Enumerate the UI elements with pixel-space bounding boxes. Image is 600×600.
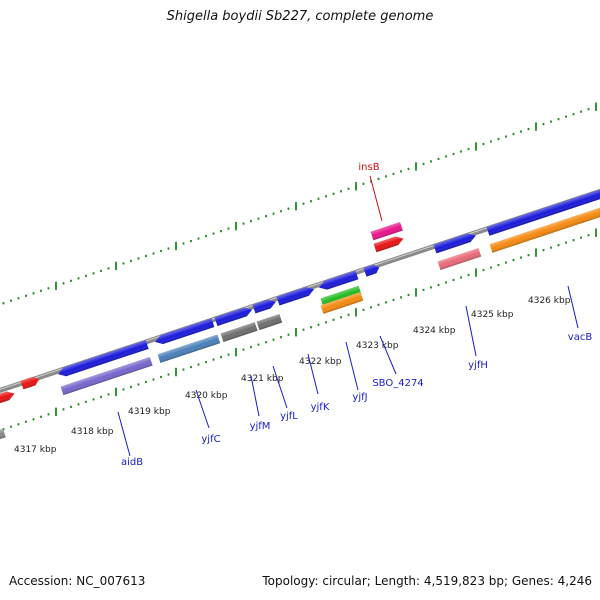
gene-label-leader: [379, 335, 397, 375]
outer-tick-ring: [2, 102, 597, 305]
feature-yjfl: [256, 313, 283, 331]
gene-label-leader: [465, 305, 477, 357]
gene-label: yjfC: [201, 434, 220, 445]
feature-blue-b: [214, 307, 253, 327]
feature-blue-aidb-upstream: [58, 340, 149, 377]
feature-yjfc: [157, 334, 221, 363]
scale-label: 4322 kbp: [299, 357, 342, 367]
map-title: Shigella boydii Sb227, complete genome: [166, 9, 434, 24]
feature-red-small: [20, 376, 40, 390]
scale-label: 4320 kbp: [185, 391, 228, 401]
gene-label-leader: [369, 175, 383, 222]
gene-label: yjfL: [280, 411, 298, 422]
feature-blue-d: [276, 287, 315, 306]
gene-label-leader: [195, 389, 210, 429]
scale-label: 4321 kbp: [241, 374, 284, 384]
feature-yjfj: [320, 292, 364, 314]
feature-yjfh: [437, 247, 482, 271]
feature-insb: [370, 221, 403, 241]
gene-label-leader: [567, 285, 579, 329]
feature-blue-vacb-up: [486, 188, 600, 236]
labels: 4317 kbp 4318 kbp 4319 kbp 4320 kbp 4321 kbp…: [14, 162, 592, 468]
scale-label: 4324 kbp: [413, 326, 456, 336]
feature-sbo4274: [363, 264, 380, 277]
inner-tick-ring: [2, 228, 597, 431]
feature-blue-a: [155, 318, 215, 345]
gene-label-leader: [117, 411, 131, 457]
feature-red-insb: [373, 236, 404, 253]
gene-label-leader: [345, 341, 359, 391]
accession-label: Accession: NC_007613: [9, 574, 146, 588]
feature-vacb: [489, 206, 600, 253]
feature-grey-edge: [0, 428, 6, 442]
genome-summary: Topology: circular; Length: 4,519,823 bp…: [262, 574, 592, 588]
gene-label-leader: [307, 353, 319, 395]
feature-blue-f: [433, 233, 476, 254]
scale-label: 4323 kbp: [356, 341, 399, 351]
gene-label: insB: [358, 162, 379, 173]
gene-label: yjfK: [311, 402, 330, 413]
gene-label: vacB: [568, 332, 593, 343]
gene-label: yjfM: [250, 421, 271, 432]
feature-yjfm: [220, 322, 258, 343]
feature-tracks: [0, 188, 600, 442]
gene-label-leader: [250, 375, 260, 417]
gene-label: yjfJ: [352, 392, 367, 403]
feature-yjfk: [320, 285, 362, 307]
feature-blue-e: [319, 270, 359, 290]
scale-label: 4317 kbp: [14, 445, 57, 455]
scale-label: 4318 kbp: [71, 427, 114, 437]
tick-rings: [2, 102, 597, 431]
gene-label: yjfH: [468, 360, 488, 371]
scale-label: 4325 kbp: [471, 310, 514, 320]
scale-label: 4319 kbp: [128, 407, 171, 417]
feature-red-left: [0, 391, 15, 408]
feature-blue-c: [252, 299, 276, 314]
feature-aidb: [60, 356, 153, 396]
gene-label: SBO_4274: [372, 378, 423, 389]
gene-label: aidB: [121, 457, 143, 468]
scale-label: 4326 kbp: [528, 296, 571, 306]
gene-label-leader: [272, 365, 288, 409]
